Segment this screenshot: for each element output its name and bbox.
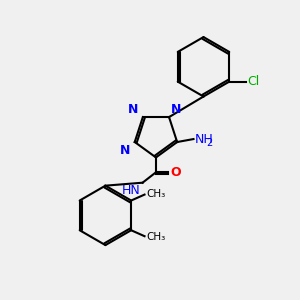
Text: CH₃: CH₃ — [146, 189, 165, 199]
Text: HN: HN — [122, 184, 140, 197]
Text: CH₃: CH₃ — [146, 232, 165, 242]
Text: N: N — [128, 103, 138, 116]
Text: NH: NH — [195, 133, 214, 146]
Text: N: N — [120, 143, 130, 157]
Text: Cl: Cl — [247, 75, 259, 88]
Text: 2: 2 — [206, 138, 212, 148]
Text: O: O — [170, 166, 181, 179]
Text: N: N — [170, 103, 181, 116]
